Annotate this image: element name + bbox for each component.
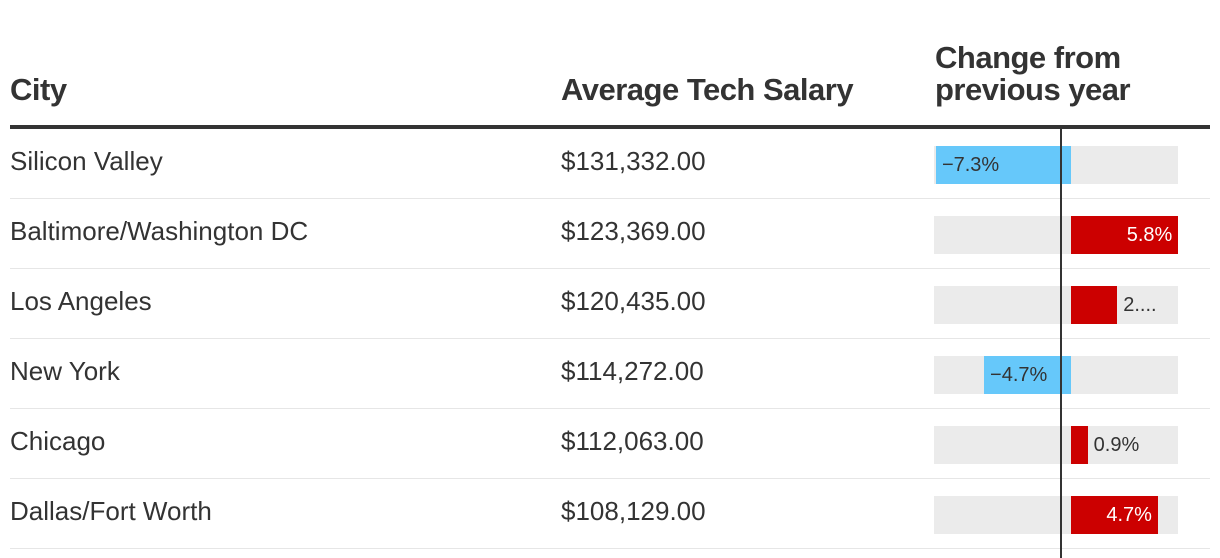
column-header-change-line2: previous year	[935, 72, 1131, 107]
table-header: City Average Tech Salary Change from pre…	[10, 0, 1210, 130]
table-row: Dallas/Fort Worth $108,129.00 4.7%	[10, 479, 1210, 549]
table-body: Silicon Valley $131,332.00 −7.3% Baltimo…	[10, 129, 1210, 549]
change-bar-track: 0.9%	[934, 426, 1178, 464]
salary-table: City Average Tech Salary Change from pre…	[10, 0, 1210, 558]
change-label: −7.3%	[941, 154, 1000, 176]
city-cell: Dallas/Fort Worth	[10, 496, 212, 526]
change-bar	[1071, 426, 1088, 464]
salary-cell: $114,272.00	[561, 356, 704, 386]
city-cell: Chicago	[10, 426, 106, 456]
zero-baseline	[1060, 129, 1062, 558]
change-bar	[1071, 286, 1118, 324]
table-row: Baltimore/Washington DC $123,369.00 5.8%	[10, 199, 1210, 269]
change-bar-track: −4.7%	[934, 356, 1178, 394]
salary-cell: $123,369.00	[561, 216, 706, 246]
city-cell: Baltimore/Washington DC	[10, 216, 309, 246]
change-bar	[984, 356, 1071, 394]
table-row: Los Angeles $120,435.00 2....	[10, 269, 1210, 339]
change-bar-track: −7.3%	[934, 146, 1178, 184]
table-row: New York $114,272.00 −4.7%	[10, 339, 1210, 409]
salary-cell: $120,435.00	[561, 286, 706, 316]
city-cell: New York	[10, 356, 120, 386]
salary-cell: $108,129.00	[561, 496, 706, 526]
salary-cell: $131,332.00	[561, 146, 706, 176]
table-row: Silicon Valley $131,332.00 −7.3%	[10, 129, 1210, 199]
column-header-change[interactable]: Change from previous year	[935, 42, 1195, 106]
change-bar-track: 5.8%	[934, 216, 1179, 254]
change-label: 0.9%	[1093, 434, 1140, 456]
change-label: 4.7%	[1106, 504, 1152, 526]
city-cell: Los Angeles	[10, 286, 152, 316]
change-bar-track: 4.7%	[934, 496, 1178, 534]
column-header-change-line1: Change from	[935, 40, 1121, 75]
header-rule	[10, 125, 1210, 129]
change-bar	[1071, 216, 1179, 254]
change-label: 2....	[1123, 294, 1157, 316]
change-bar-track: 2....	[934, 286, 1178, 324]
salary-cell: $112,063.00	[561, 426, 704, 456]
city-cell: Silicon Valley	[10, 146, 163, 176]
column-header-salary[interactable]: Average Tech Salary	[561, 72, 854, 107]
change-label: −4.7%	[990, 364, 1048, 386]
change-bar	[1071, 496, 1158, 534]
column-header-city[interactable]: City	[10, 72, 67, 107]
table-row: Chicago $112,063.00 0.9%	[10, 409, 1210, 479]
change-label: 5.8%	[1126, 224, 1173, 246]
change-bar	[935, 146, 1071, 184]
